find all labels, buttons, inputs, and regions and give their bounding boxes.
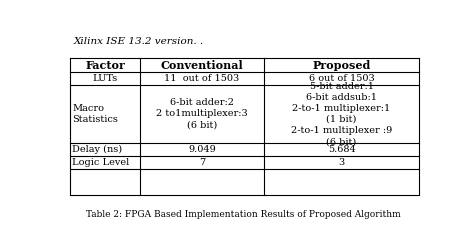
Text: Proposed: Proposed (312, 60, 371, 70)
Text: Xilinx ISE 13.2 version. .: Xilinx ISE 13.2 version. . (74, 37, 204, 46)
Text: 7: 7 (199, 158, 205, 167)
Text: Macro
Statistics: Macro Statistics (72, 104, 118, 124)
Text: 6-bit adder:2
2 to1multiplexer:3
(6 bit): 6-bit adder:2 2 to1multiplexer:3 (6 bit) (156, 98, 248, 130)
Text: 5.684: 5.684 (328, 145, 356, 154)
Text: 11  out of 1503: 11 out of 1503 (164, 74, 240, 83)
Text: Logic Level: Logic Level (72, 158, 129, 167)
Text: Delay (ns): Delay (ns) (72, 144, 122, 154)
Text: Table 2: FPGA Based Implementation Results of Proposed Algorithm: Table 2: FPGA Based Implementation Resul… (85, 210, 401, 219)
Text: 6 out of 1503: 6 out of 1503 (309, 74, 374, 83)
Text: 3: 3 (338, 158, 345, 167)
Text: 9.049: 9.049 (188, 145, 216, 154)
Text: 5-bit adder:1
6-bit addsub:1
2-to-1 multiplexer:1
(1 bit)
2-to-1 multiplexer :9
: 5-bit adder:1 6-bit addsub:1 2-to-1 mult… (291, 82, 392, 146)
Text: Conventional: Conventional (161, 60, 243, 70)
Text: LUTs: LUTs (92, 74, 118, 83)
Text: Factor: Factor (85, 60, 125, 70)
